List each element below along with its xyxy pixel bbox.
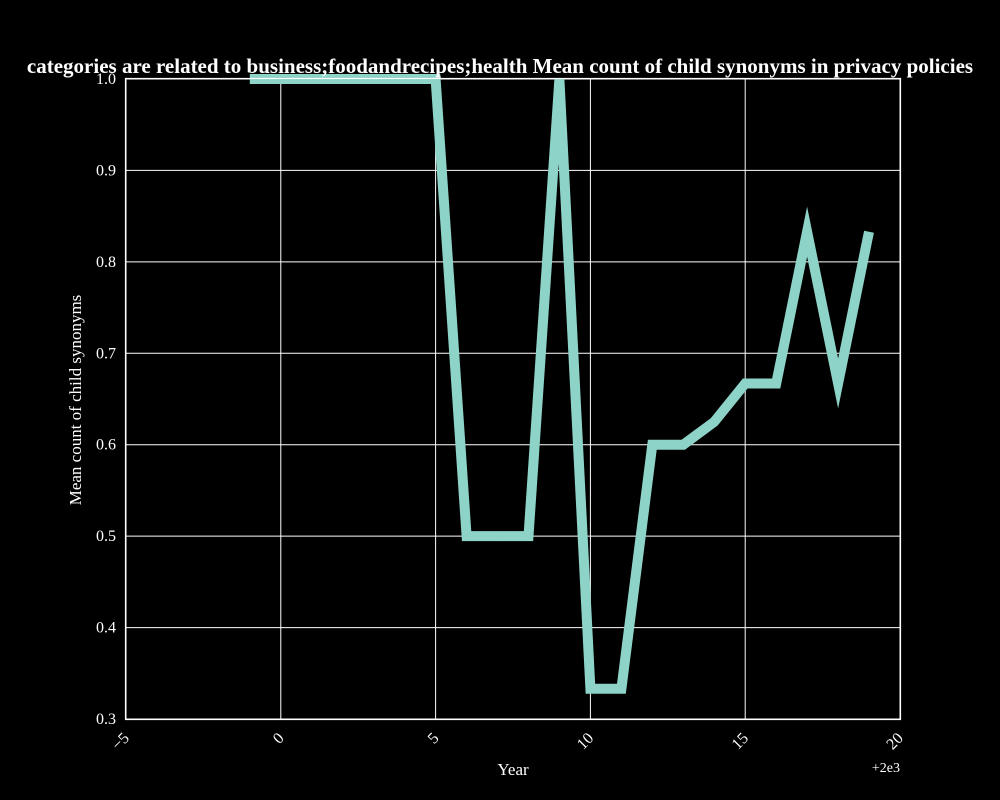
- y-tick-label: 0.7: [96, 345, 116, 362]
- y-tick-label: 0.6: [96, 437, 116, 454]
- y-tick-labels: 0.3 0.4 0.5 0.6 0.7 0.8 0.9 1.0: [96, 71, 116, 728]
- y-tick-label: 0.5: [96, 528, 116, 545]
- x-axis-offset-label: +2e3: [872, 761, 900, 776]
- y-tick-label: 1.0: [96, 71, 116, 88]
- chart-title: categories are related to business;fooda…: [27, 54, 973, 78]
- plot-frame: [124, 77, 902, 721]
- y-tick-label: 0.8: [96, 254, 116, 271]
- y-tick-label: 0.9: [96, 162, 116, 179]
- y-axis-label: Mean count of child synonyms: [66, 295, 85, 506]
- y-tick-label: 0.4: [96, 620, 116, 637]
- x-axis-label: Year: [497, 760, 529, 779]
- y-tick-label: 0.3: [96, 711, 116, 728]
